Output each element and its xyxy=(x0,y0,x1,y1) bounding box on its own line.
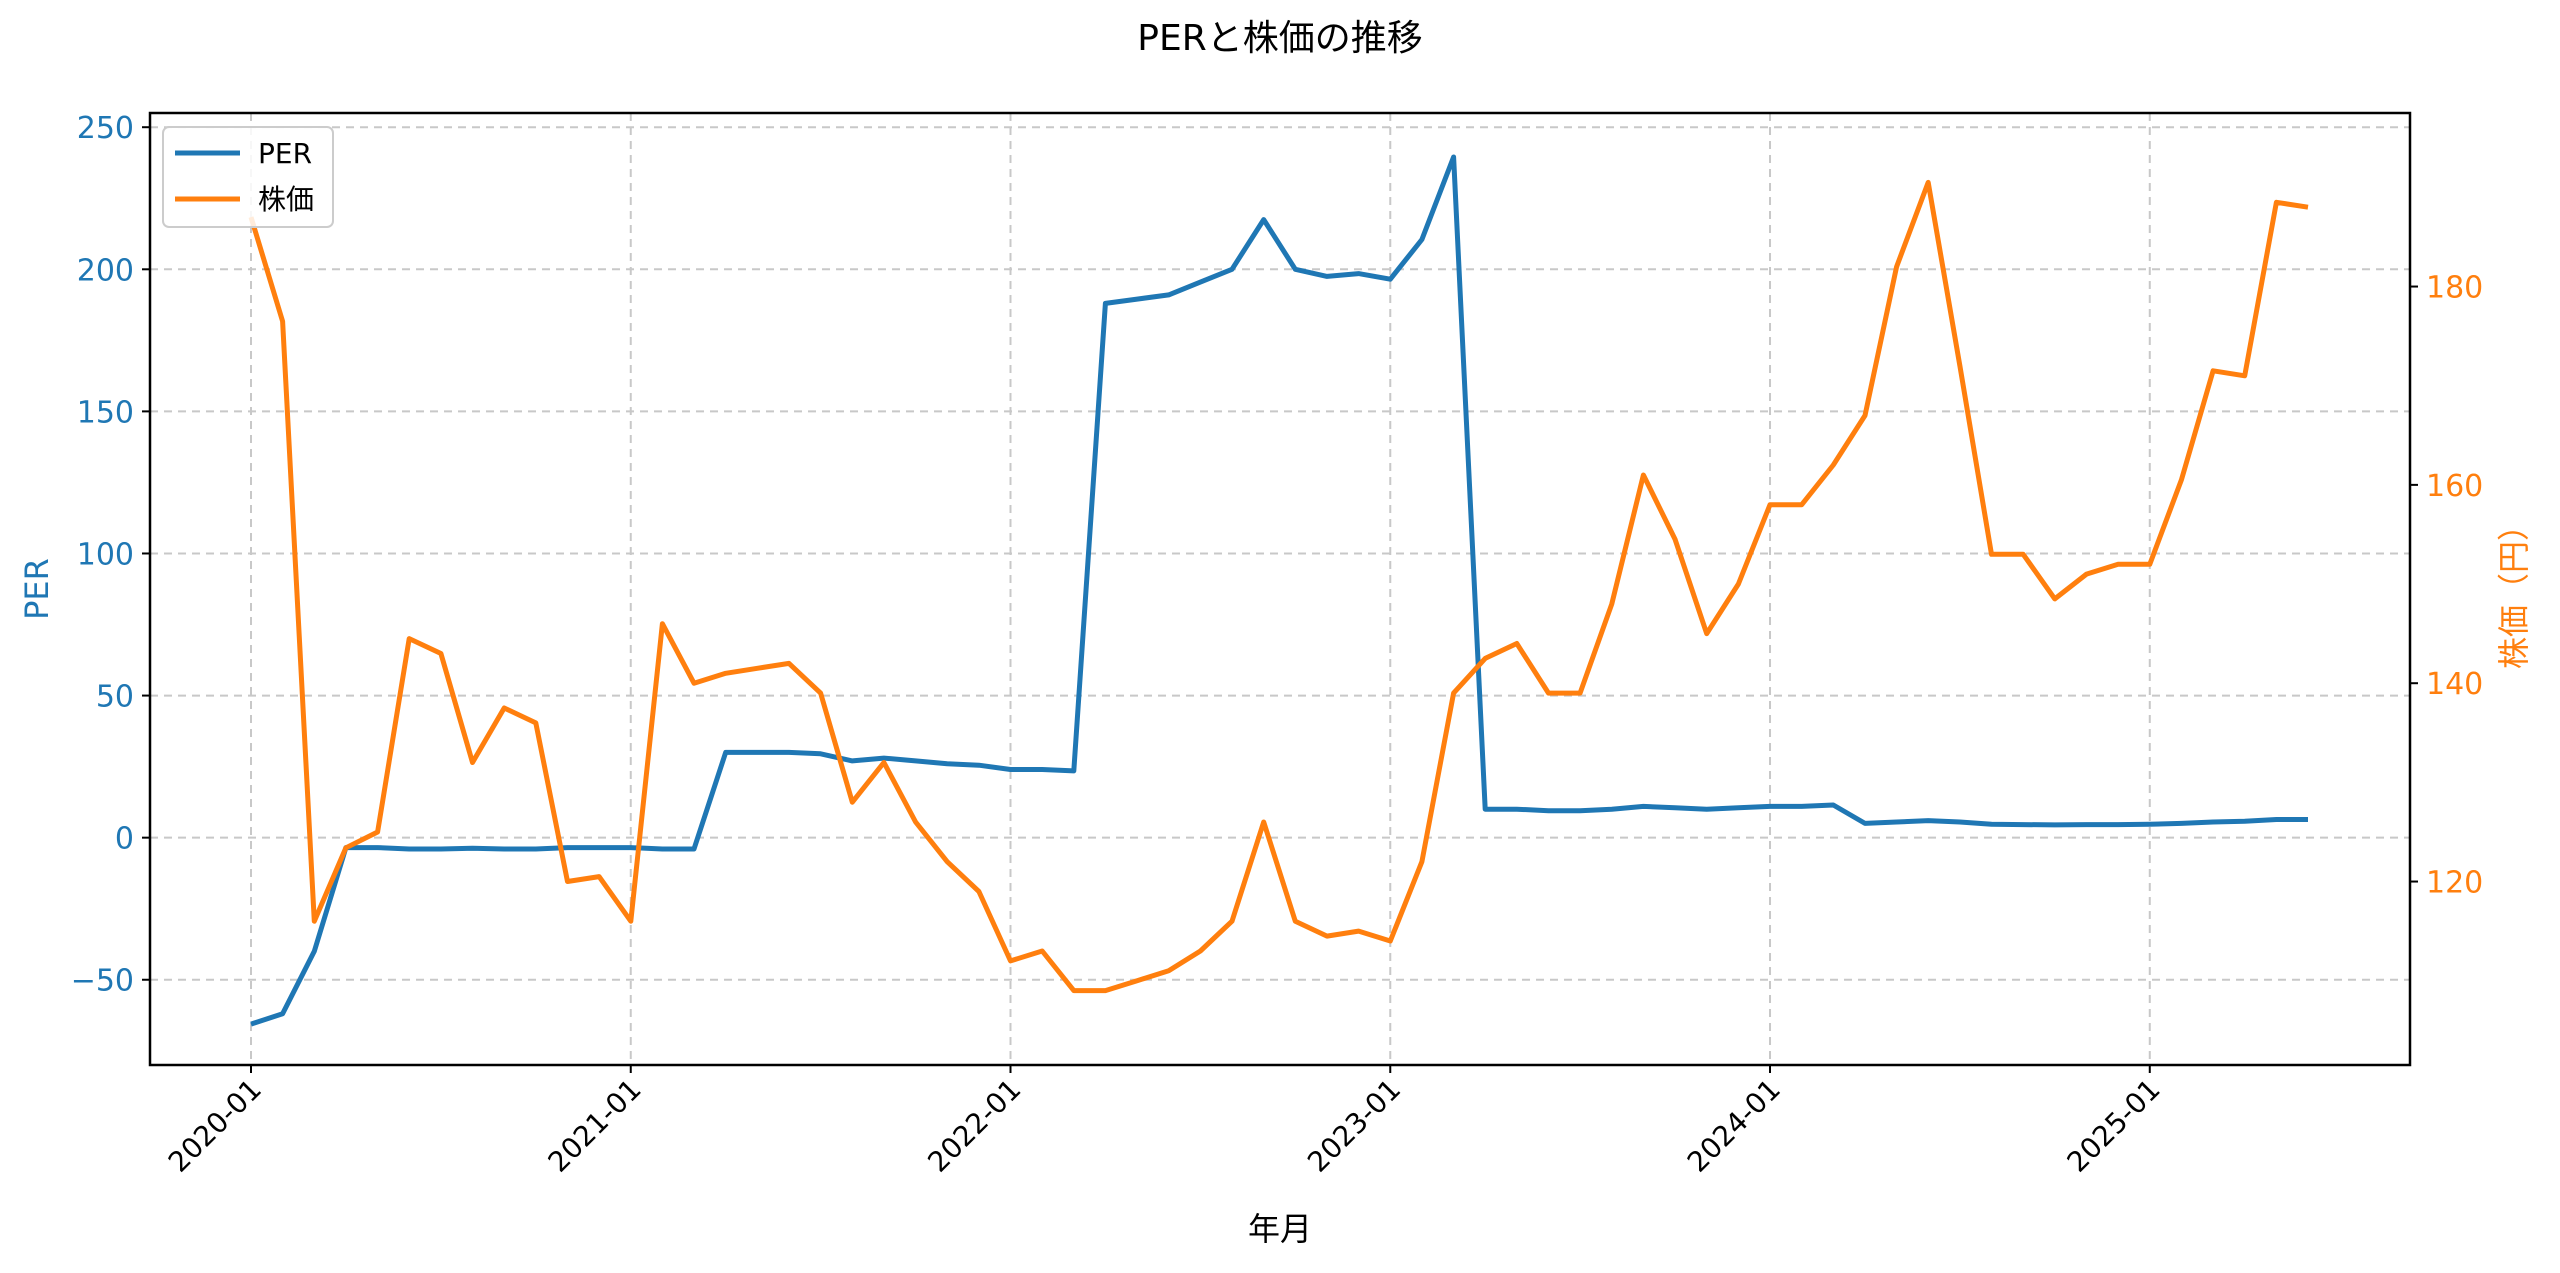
y-axis-left-ticks: −50 0 50 100 150 200 250 xyxy=(71,111,150,999)
y-left-tick-label: 250 xyxy=(77,111,134,146)
x-tick-label: 2020-01 xyxy=(162,1073,268,1179)
chart-title: PERと株価の推移 xyxy=(1137,18,1422,59)
x-tick-label: 2023-01 xyxy=(1301,1073,1407,1179)
data-lines xyxy=(248,154,2309,1027)
grid-lines xyxy=(150,113,2410,1065)
y-left-tick-label: 200 xyxy=(77,253,134,288)
y-axis-right-ticks: 120 140 160 180 xyxy=(2410,271,2483,901)
series-line-price xyxy=(248,179,2309,994)
y-right-tick-label: 180 xyxy=(2426,271,2483,306)
y-left-tick-label: 150 xyxy=(77,395,134,430)
y-right-tick-label: 120 xyxy=(2426,866,2483,901)
x-tick-label: 2025-01 xyxy=(2061,1073,2167,1179)
plot-frame xyxy=(148,111,2412,1067)
y-axis-left-label: PER xyxy=(18,558,56,620)
y-left-tick-label: 0 xyxy=(115,822,134,857)
x-axis-label: 年月 xyxy=(1248,1210,1312,1248)
legend-label: 株価 xyxy=(258,183,314,216)
y-axis-right-label: 株価（円） xyxy=(2495,509,2533,669)
x-axis-ticks: 2020-01 2021-01 2022-01 2023-01 2024-01 2025-… xyxy=(162,1065,2167,1179)
x-tick-label: 2024-01 xyxy=(1681,1073,1787,1179)
legend: PER 株価 xyxy=(162,126,334,228)
x-tick-label: 2022-01 xyxy=(921,1073,1027,1179)
x-tick-label: 2021-01 xyxy=(542,1073,648,1179)
y-left-tick-label: 100 xyxy=(77,537,134,572)
legend-label: PER xyxy=(258,137,312,170)
y-right-tick-label: 140 xyxy=(2426,667,2483,702)
series-line-per xyxy=(250,154,2308,1027)
y-left-tick-label: −50 xyxy=(71,964,134,999)
y-right-tick-label: 160 xyxy=(2426,469,2483,504)
y-left-tick-label: 50 xyxy=(96,680,134,715)
